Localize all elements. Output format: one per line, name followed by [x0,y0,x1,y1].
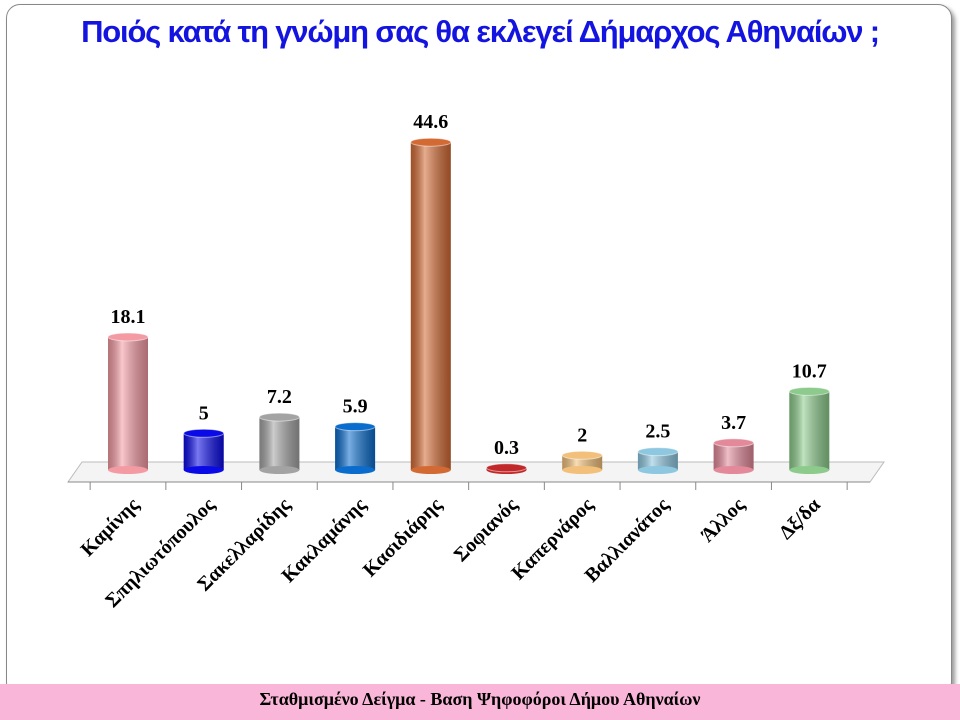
value-label: 7.2 [267,386,292,408]
bar-top [486,463,527,473]
bar-base [637,466,678,474]
chart: 18.1Καμίνης5Σπηλιωτόπουλος7.2Σακελλαρίδη… [67,111,885,612]
bar-top [334,422,376,432]
slide-frame [6,4,952,696]
x-tick-label: Δξ/δα [775,494,825,544]
bar-top [258,412,300,422]
bar-top [107,332,149,342]
bar-base [713,466,754,474]
value-label: 44.6 [413,111,448,133]
x-tick-label: Καμίνης [77,494,144,561]
bar-shine [789,391,830,470]
bar-base [108,466,148,474]
chart-title: Ποιός κατά τη γνώμη σας θα εκλεγεί Δήμαρ… [81,14,880,49]
value-label: 2.5 [645,421,670,443]
bar-base [562,466,603,474]
bar-top [637,447,679,457]
value-label: 18.1 [111,306,146,328]
bar-base [335,466,376,474]
value-label: 5 [199,402,209,424]
value-label: 10.7 [792,360,827,382]
bar-shine [259,417,300,470]
bar-base [410,466,451,474]
x-tick-label: Άλλος [696,494,749,547]
bar-shine [637,451,678,470]
value-label: 5.9 [343,396,368,418]
value-label: 3.7 [721,412,746,434]
x-tick-label: Κασιδιάρης [359,494,447,582]
bar-base [259,466,300,474]
bar-top [713,438,755,448]
bar-shine [713,442,754,470]
bar-shine [108,336,148,470]
bar-base [183,466,224,474]
value-label: 0.3 [494,437,519,459]
bar-top [183,428,225,438]
bar-base [789,466,830,474]
bar-shine [410,142,451,470]
bar-shine [335,426,376,470]
footnote: Σταθμισμένο Δείγμα - Βαση Ψηφοφόροι Δήμο… [0,684,960,720]
bar-shine [183,433,224,470]
bar-top [788,386,830,396]
x-tick-label: Σοφιανός [450,494,523,567]
value-label: 2 [577,424,587,446]
bar-top [410,137,452,147]
bar-top [561,450,603,460]
